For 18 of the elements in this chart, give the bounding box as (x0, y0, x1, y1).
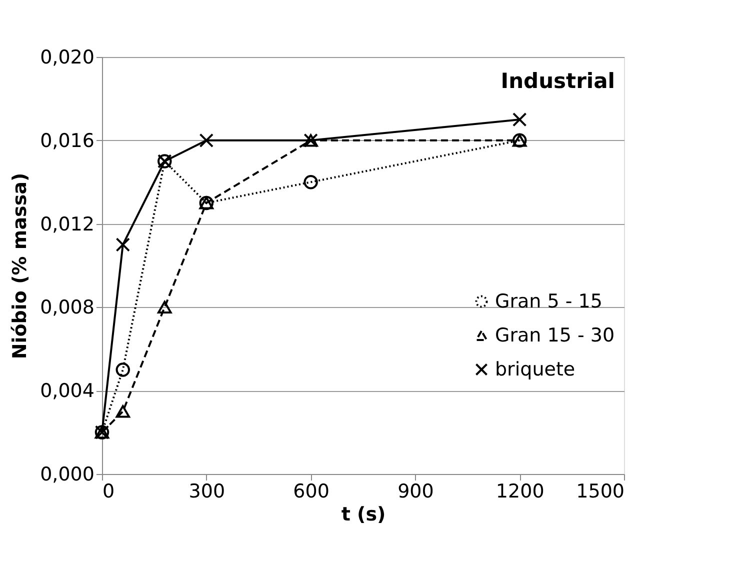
y-axis-title: Nióbio (% massa) (9, 172, 32, 360)
x-tick-label: 0 (102, 480, 115, 502)
legend-label: briquete (495, 358, 576, 380)
annotation: Industrial (500, 69, 615, 93)
x-tick-label: 1500 (576, 480, 624, 502)
x-tick-label: 900 (398, 480, 434, 502)
y-tick-label: 0,020 (40, 46, 94, 68)
x-tick-label: 600 (293, 480, 330, 502)
y-tick-label: 0,008 (40, 296, 94, 319)
y-tick-label: 0,004 (40, 380, 94, 402)
y-tick-label: 0,012 (40, 213, 94, 236)
legend-label: Gran 5 - 15 (495, 290, 602, 312)
y-tick-label: 0,016 (40, 130, 94, 152)
legend-label: Gran 15 - 30 (495, 324, 615, 346)
x-tick-label: 1200 (496, 480, 544, 502)
y-tick-label: 0,000 (40, 464, 94, 486)
x-tick-label: 300 (188, 480, 226, 502)
x-axis-title: t (s) (341, 504, 386, 526)
